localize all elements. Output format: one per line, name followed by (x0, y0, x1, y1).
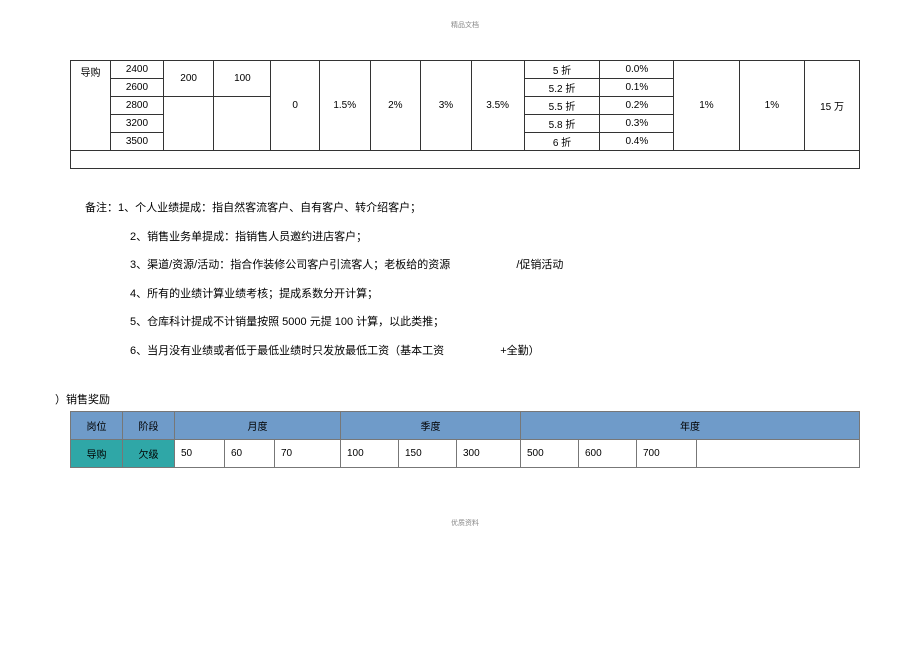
value-cell: 0 (271, 61, 320, 151)
value-cell: 2800 (111, 97, 164, 115)
value-cell: 2400 (111, 61, 164, 79)
notes-block: 备注：1、个人业绩提成：指自然客流客户、自有客户、转介绍客户； 2、销售业务单提… (85, 194, 860, 366)
table-row (71, 151, 860, 169)
note-text: 6、当月没有业绩或者低于最低业绩时只发放最低工资（基本工资 (130, 345, 444, 357)
section-title: ）销售奖励 (55, 391, 860, 407)
note-text: /促销活动 (516, 259, 563, 271)
table-row: 导购 2400 200 100 0 1.5% 2% 3% 3.5% 5 折 0.… (71, 61, 860, 79)
reward-table: 岗位 阶段 月度 季度 年度 导购 欠级 50 60 70 100 150 30… (70, 411, 860, 468)
value-cell: 100 (341, 439, 399, 467)
value-cell: 1% (739, 61, 804, 151)
discount-cell: 5 折 (524, 61, 600, 79)
note-line: 4、所有的业绩计算业绩考核；提成系数分开计算； (130, 280, 860, 309)
value-cell: 3200 (111, 115, 164, 133)
value-cell: 3% (421, 61, 472, 151)
percent-cell: 0.1% (600, 79, 674, 97)
value-cell: 70 (275, 439, 341, 467)
note-line: 3、渠道/资源/活动：指合作装修公司客户引流客人；老板给的资源 /促销活动 (130, 251, 860, 280)
empty-cell (163, 97, 214, 151)
stage-cell: 欠级 (123, 439, 175, 467)
note-line: 6、当月没有业绩或者低于最低业绩时只发放最低工资（基本工资 +全勤） (130, 337, 860, 366)
note-line: 2、销售业务单提成：指销售人员邀约进店客户； (130, 223, 860, 252)
percent-cell: 0.0% (600, 61, 674, 79)
role-cell: 导购 (71, 439, 123, 467)
value-cell: 700 (637, 439, 697, 467)
value-cell: 60 (225, 439, 275, 467)
header-cell: 月度 (175, 411, 341, 439)
discount-cell: 5.5 折 (524, 97, 600, 115)
discount-cell: 5.2 折 (524, 79, 600, 97)
empty-cell (214, 97, 271, 151)
table-header-row: 岗位 阶段 月度 季度 年度 (71, 411, 860, 439)
percent-cell: 0.2% (600, 97, 674, 115)
value-cell: 100 (214, 61, 271, 97)
note-text: 3、渠道/资源/活动：指合作装修公司客户引流客人；老板给的资源 (130, 259, 450, 271)
percent-cell: 0.3% (600, 115, 674, 133)
empty-row (71, 151, 860, 169)
value-cell: 500 (521, 439, 579, 467)
page-footer: 优质资料 (70, 518, 860, 528)
value-cell (697, 439, 860, 467)
header-cell: 季度 (341, 411, 521, 439)
value-cell: 2% (370, 61, 421, 151)
value-cell: 300 (457, 439, 521, 467)
value-cell: 1% (674, 61, 739, 151)
commission-table: 导购 2400 200 100 0 1.5% 2% 3% 3.5% 5 折 0.… (70, 60, 860, 169)
value-cell: 3500 (111, 133, 164, 151)
page-header: 精品文档 (70, 20, 860, 30)
value-cell: 1.5% (319, 61, 370, 151)
note-line: 5、仓库科计提成不计销量按照 5000 元提 100 计算，以此类推； (130, 308, 860, 337)
role-cell: 导购 (71, 61, 111, 151)
value-cell: 50 (175, 439, 225, 467)
header-cell: 岗位 (71, 411, 123, 439)
discount-cell: 6 折 (524, 133, 600, 151)
note-line: 备注：1、个人业绩提成：指自然客流客户、自有客户、转介绍客户； (85, 194, 860, 223)
value-cell: 2600 (111, 79, 164, 97)
percent-cell: 0.4% (600, 133, 674, 151)
value-cell: 600 (579, 439, 637, 467)
discount-cell: 5.8 折 (524, 115, 600, 133)
value-cell: 3.5% (471, 61, 524, 151)
note-text: +全勤） (500, 345, 539, 357)
table-row: 导购 欠级 50 60 70 100 150 300 500 600 700 (71, 439, 860, 467)
value-cell: 200 (163, 61, 214, 97)
value-cell: 150 (399, 439, 457, 467)
header-cell: 阶段 (123, 411, 175, 439)
header-cell: 年度 (521, 411, 860, 439)
value-cell: 15 万 (805, 61, 860, 151)
